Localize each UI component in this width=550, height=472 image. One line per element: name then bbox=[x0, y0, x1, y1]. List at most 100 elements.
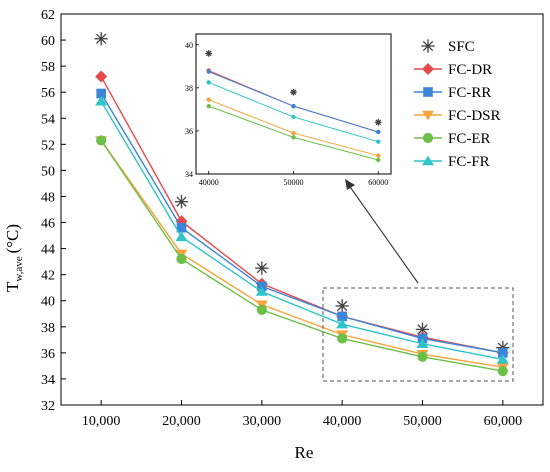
inset-y-tick-label: 36 bbox=[185, 127, 193, 136]
legend-marker-stroke bbox=[422, 40, 434, 52]
legend: SFC FC-DR FC-RR FC-DSR FC-ER FC-FR bbox=[414, 39, 501, 170]
data-point-fc-fr bbox=[175, 231, 188, 242]
inset-data-point-fc-rr bbox=[376, 129, 381, 135]
series-fc-er bbox=[96, 135, 508, 377]
data-point-fc-er-shape bbox=[417, 351, 428, 362]
data-point-fc-er bbox=[256, 304, 267, 315]
y-tick-label: 50 bbox=[41, 164, 55, 179]
legend-marker-shape bbox=[422, 155, 434, 166]
x-tick-label: 30,000 bbox=[243, 414, 282, 429]
legend-marker bbox=[422, 110, 434, 121]
data-point-fc-er bbox=[176, 253, 187, 265]
data-point-fc-fr bbox=[336, 318, 349, 329]
legend-item-fc-dsr: FC-DSR bbox=[414, 108, 501, 124]
legend-label: SFC bbox=[448, 39, 475, 55]
inset-series-fc-fr bbox=[206, 80, 381, 144]
x-tick-label: 50,000 bbox=[403, 414, 442, 429]
data-point-fc-er-shape bbox=[176, 253, 187, 265]
inset-data-point-fc-fr bbox=[291, 114, 296, 120]
y-tick-label: 48 bbox=[41, 190, 55, 205]
x-tick-label: 40,000 bbox=[323, 414, 362, 429]
data-point-fc-rr-shape bbox=[96, 88, 106, 99]
data-point-fc-er-shape bbox=[96, 135, 107, 146]
legend-marker bbox=[422, 155, 434, 166]
data-point-fc-fr-shape bbox=[496, 353, 509, 364]
legend-marker bbox=[421, 39, 435, 53]
inset-x-tick-label: 60000 bbox=[368, 178, 388, 187]
data-point-sfc-stroke bbox=[417, 324, 428, 335]
zoom-arrow-line bbox=[347, 183, 419, 284]
legend-item-fc-rr: FC-RR bbox=[414, 85, 491, 101]
inset-plot-area: 34 36 38 40 40000 50000 60000 bbox=[185, 33, 392, 187]
legend-marker bbox=[422, 132, 434, 144]
data-point-sfc-stroke bbox=[337, 300, 348, 312]
y-tick-label: 32 bbox=[41, 399, 55, 414]
y-tick-label: 40 bbox=[41, 295, 55, 310]
legend-label: FC-RR bbox=[448, 85, 491, 101]
series-line-fc-dr bbox=[100, 76, 503, 354]
inset-data-point-sfc bbox=[205, 50, 213, 57]
legend-marker-shape bbox=[422, 132, 434, 144]
legend-marker-shape bbox=[422, 63, 434, 75]
data-point-fc-er-shape bbox=[337, 333, 348, 344]
legend-item-fc-er: FC-ER bbox=[414, 131, 491, 147]
data-point-fc-dr bbox=[95, 70, 108, 83]
data-point-fc-fr bbox=[95, 95, 108, 106]
inset-data-point-sfc bbox=[374, 118, 382, 126]
series-fc-fr bbox=[95, 95, 509, 364]
inset-data-point-fc-dsr bbox=[291, 130, 296, 136]
x-tick-label: 20,000 bbox=[162, 414, 201, 429]
series-line-fc-dsr bbox=[100, 140, 503, 368]
series-line-fc-fr bbox=[100, 100, 503, 361]
data-point-fc-fr-shape bbox=[416, 338, 429, 348]
data-point-fc-rr bbox=[337, 311, 347, 322]
inset-data-point-fc-rr bbox=[291, 103, 296, 109]
legend-marker-shape bbox=[423, 87, 433, 97]
inset-data-point-fc-fr bbox=[206, 80, 211, 85]
inset-data-point-fc-er bbox=[291, 135, 296, 140]
inset-y-tick-label: 40 bbox=[185, 41, 193, 50]
data-point-fc-fr-shape bbox=[336, 318, 349, 329]
y-axis-title-subscript: w,ave bbox=[13, 256, 25, 281]
inset-series-sfc bbox=[205, 50, 382, 126]
y-tick-label: 36 bbox=[41, 347, 55, 362]
inset-data-point-sfc bbox=[290, 88, 297, 96]
y-axis-title-main: T bbox=[3, 281, 22, 292]
zoom-region-box bbox=[322, 287, 514, 382]
y-tick-label: 38 bbox=[41, 321, 55, 336]
data-point-fc-fr-shape bbox=[95, 95, 108, 106]
data-point-fc-fr-shape bbox=[255, 286, 268, 296]
inset-data-point-fc-dsr bbox=[206, 97, 211, 102]
series-line-fc-rr bbox=[100, 93, 503, 354]
data-point-fc-er bbox=[497, 366, 508, 377]
data-point-fc-fr bbox=[416, 338, 429, 348]
data-point-fc-er-shape bbox=[497, 366, 508, 377]
inset-series-fc-dsr bbox=[206, 97, 381, 158]
data-point-sfc-stroke bbox=[256, 262, 267, 274]
data-point-sfc-stroke bbox=[96, 33, 107, 44]
inset-x-tick-label: 50000 bbox=[284, 178, 304, 187]
legend-label: FC-DSR bbox=[448, 108, 501, 124]
inset-y-tick-label: 38 bbox=[185, 84, 193, 93]
data-point-fc-er bbox=[417, 351, 428, 362]
data-point-fc-rr bbox=[96, 88, 106, 99]
data-point-sfc bbox=[255, 261, 269, 275]
data-point-sfc bbox=[94, 32, 108, 46]
x-axis-title: Re bbox=[295, 443, 314, 462]
y-axis-title-unit: (°C) bbox=[3, 224, 22, 253]
y-tick-label: 34 bbox=[41, 373, 55, 388]
inset-data-point-fc-rr bbox=[206, 69, 211, 74]
main-plot-area: 32 34 36 38 40 42 44 46 48 50 52 54 56 58 60 62 10,000 20… bbox=[41, 8, 544, 429]
legend-item-sfc: SFC bbox=[421, 39, 475, 55]
data-point-sfc-stroke bbox=[176, 196, 187, 207]
y-tick-label: 58 bbox=[41, 60, 55, 75]
y-tick-label: 60 bbox=[41, 34, 55, 49]
x-tick-label: 10,000 bbox=[82, 414, 121, 429]
y-tick-label: 52 bbox=[41, 138, 55, 153]
inset-series-fc-rr bbox=[206, 69, 381, 135]
data-point-fc-rr-shape bbox=[176, 222, 187, 233]
series-line-fc-er bbox=[100, 140, 503, 372]
data-point-fc-er bbox=[337, 333, 348, 344]
